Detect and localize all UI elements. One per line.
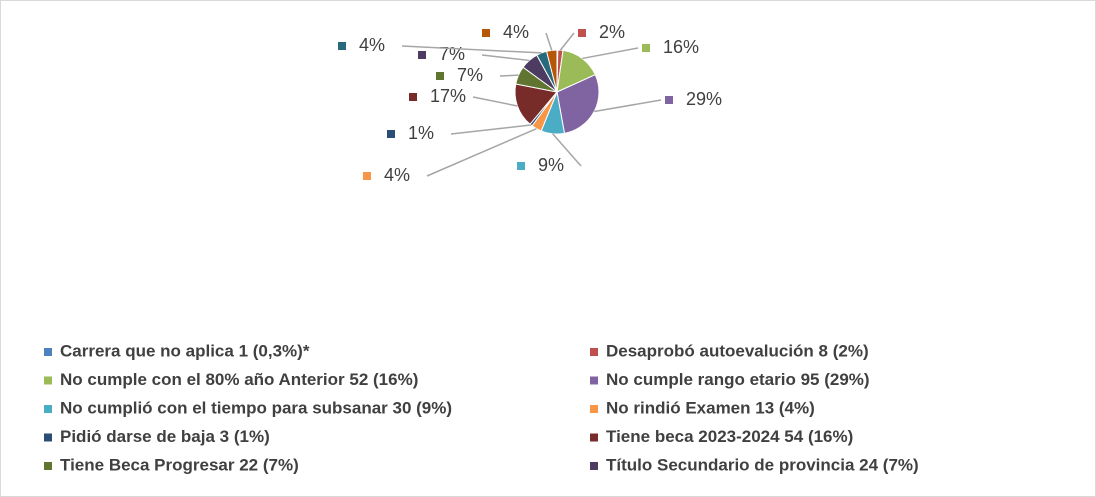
label-marker — [338, 42, 346, 50]
legend-label: Tiene beca 2023-2024 54 (16%) — [606, 427, 853, 446]
legend-marker — [44, 376, 52, 385]
data-label: 16% — [663, 37, 699, 57]
data-label: 9% — [538, 155, 564, 175]
label-marker — [387, 130, 395, 138]
label-marker — [665, 96, 673, 104]
data-label: 2% — [599, 22, 625, 42]
legend-label: Carrera que no aplica 1 (0,3%)* — [60, 341, 310, 360]
leader-line — [594, 99, 662, 113]
label-marker — [578, 29, 586, 37]
data-label: 17% — [430, 86, 466, 106]
pie-slice — [514, 83, 558, 125]
data-label: 4% — [503, 22, 529, 42]
legend-marker — [44, 462, 52, 470]
leader-line — [481, 54, 530, 62]
label-marker — [482, 29, 490, 37]
legend-marker — [44, 433, 52, 442]
leader-line — [450, 124, 532, 135]
data-label: 7% — [439, 44, 465, 64]
leader-line — [552, 133, 582, 167]
label-marker — [363, 172, 371, 180]
leader-line — [559, 32, 575, 51]
leader-line — [545, 32, 553, 51]
legend-label: Tiene Beca Progresar 22 (7%) — [60, 455, 299, 474]
legend-marker — [44, 405, 52, 413]
legend-label: Título Secundario de provincia 24 (7%) — [606, 455, 919, 474]
leader-line — [582, 47, 639, 60]
legend-label: No cumple rango etario 95 (29%) — [606, 370, 870, 389]
data-label: 7% — [457, 65, 483, 85]
legend-marker — [590, 348, 598, 356]
leader-line — [426, 127, 537, 177]
legend-label: No cumple con el 80% año Anterior 52 (16… — [60, 370, 418, 389]
label-marker — [409, 93, 417, 101]
pie-slice — [556, 74, 600, 134]
legend-marker — [44, 348, 52, 356]
data-label: 4% — [384, 165, 410, 185]
legend-marker — [590, 433, 598, 442]
legend-label: Pidió darse de baja 3 (1%) — [60, 427, 270, 446]
label-marker — [517, 162, 525, 170]
pie-slice — [545, 49, 558, 93]
label-marker — [418, 51, 426, 59]
leader-line — [472, 96, 518, 107]
legend-marker — [590, 462, 598, 470]
data-label: 4% — [359, 35, 385, 55]
leader-line — [401, 45, 542, 54]
leader-line — [499, 74, 519, 77]
label-marker — [642, 44, 650, 52]
legend-label: Desaprobó autoevalución 8 (2%) — [606, 341, 869, 360]
legend-label: No rindió Examen 13 (4%) — [606, 398, 815, 417]
label-marker — [436, 72, 444, 80]
data-label: 29% — [686, 89, 722, 109]
legend-marker — [590, 376, 598, 385]
data-label: 1% — [408, 123, 434, 143]
legend-marker — [590, 405, 598, 413]
legend-label: No cumplió con el tiempo para subsanar 3… — [60, 398, 452, 417]
